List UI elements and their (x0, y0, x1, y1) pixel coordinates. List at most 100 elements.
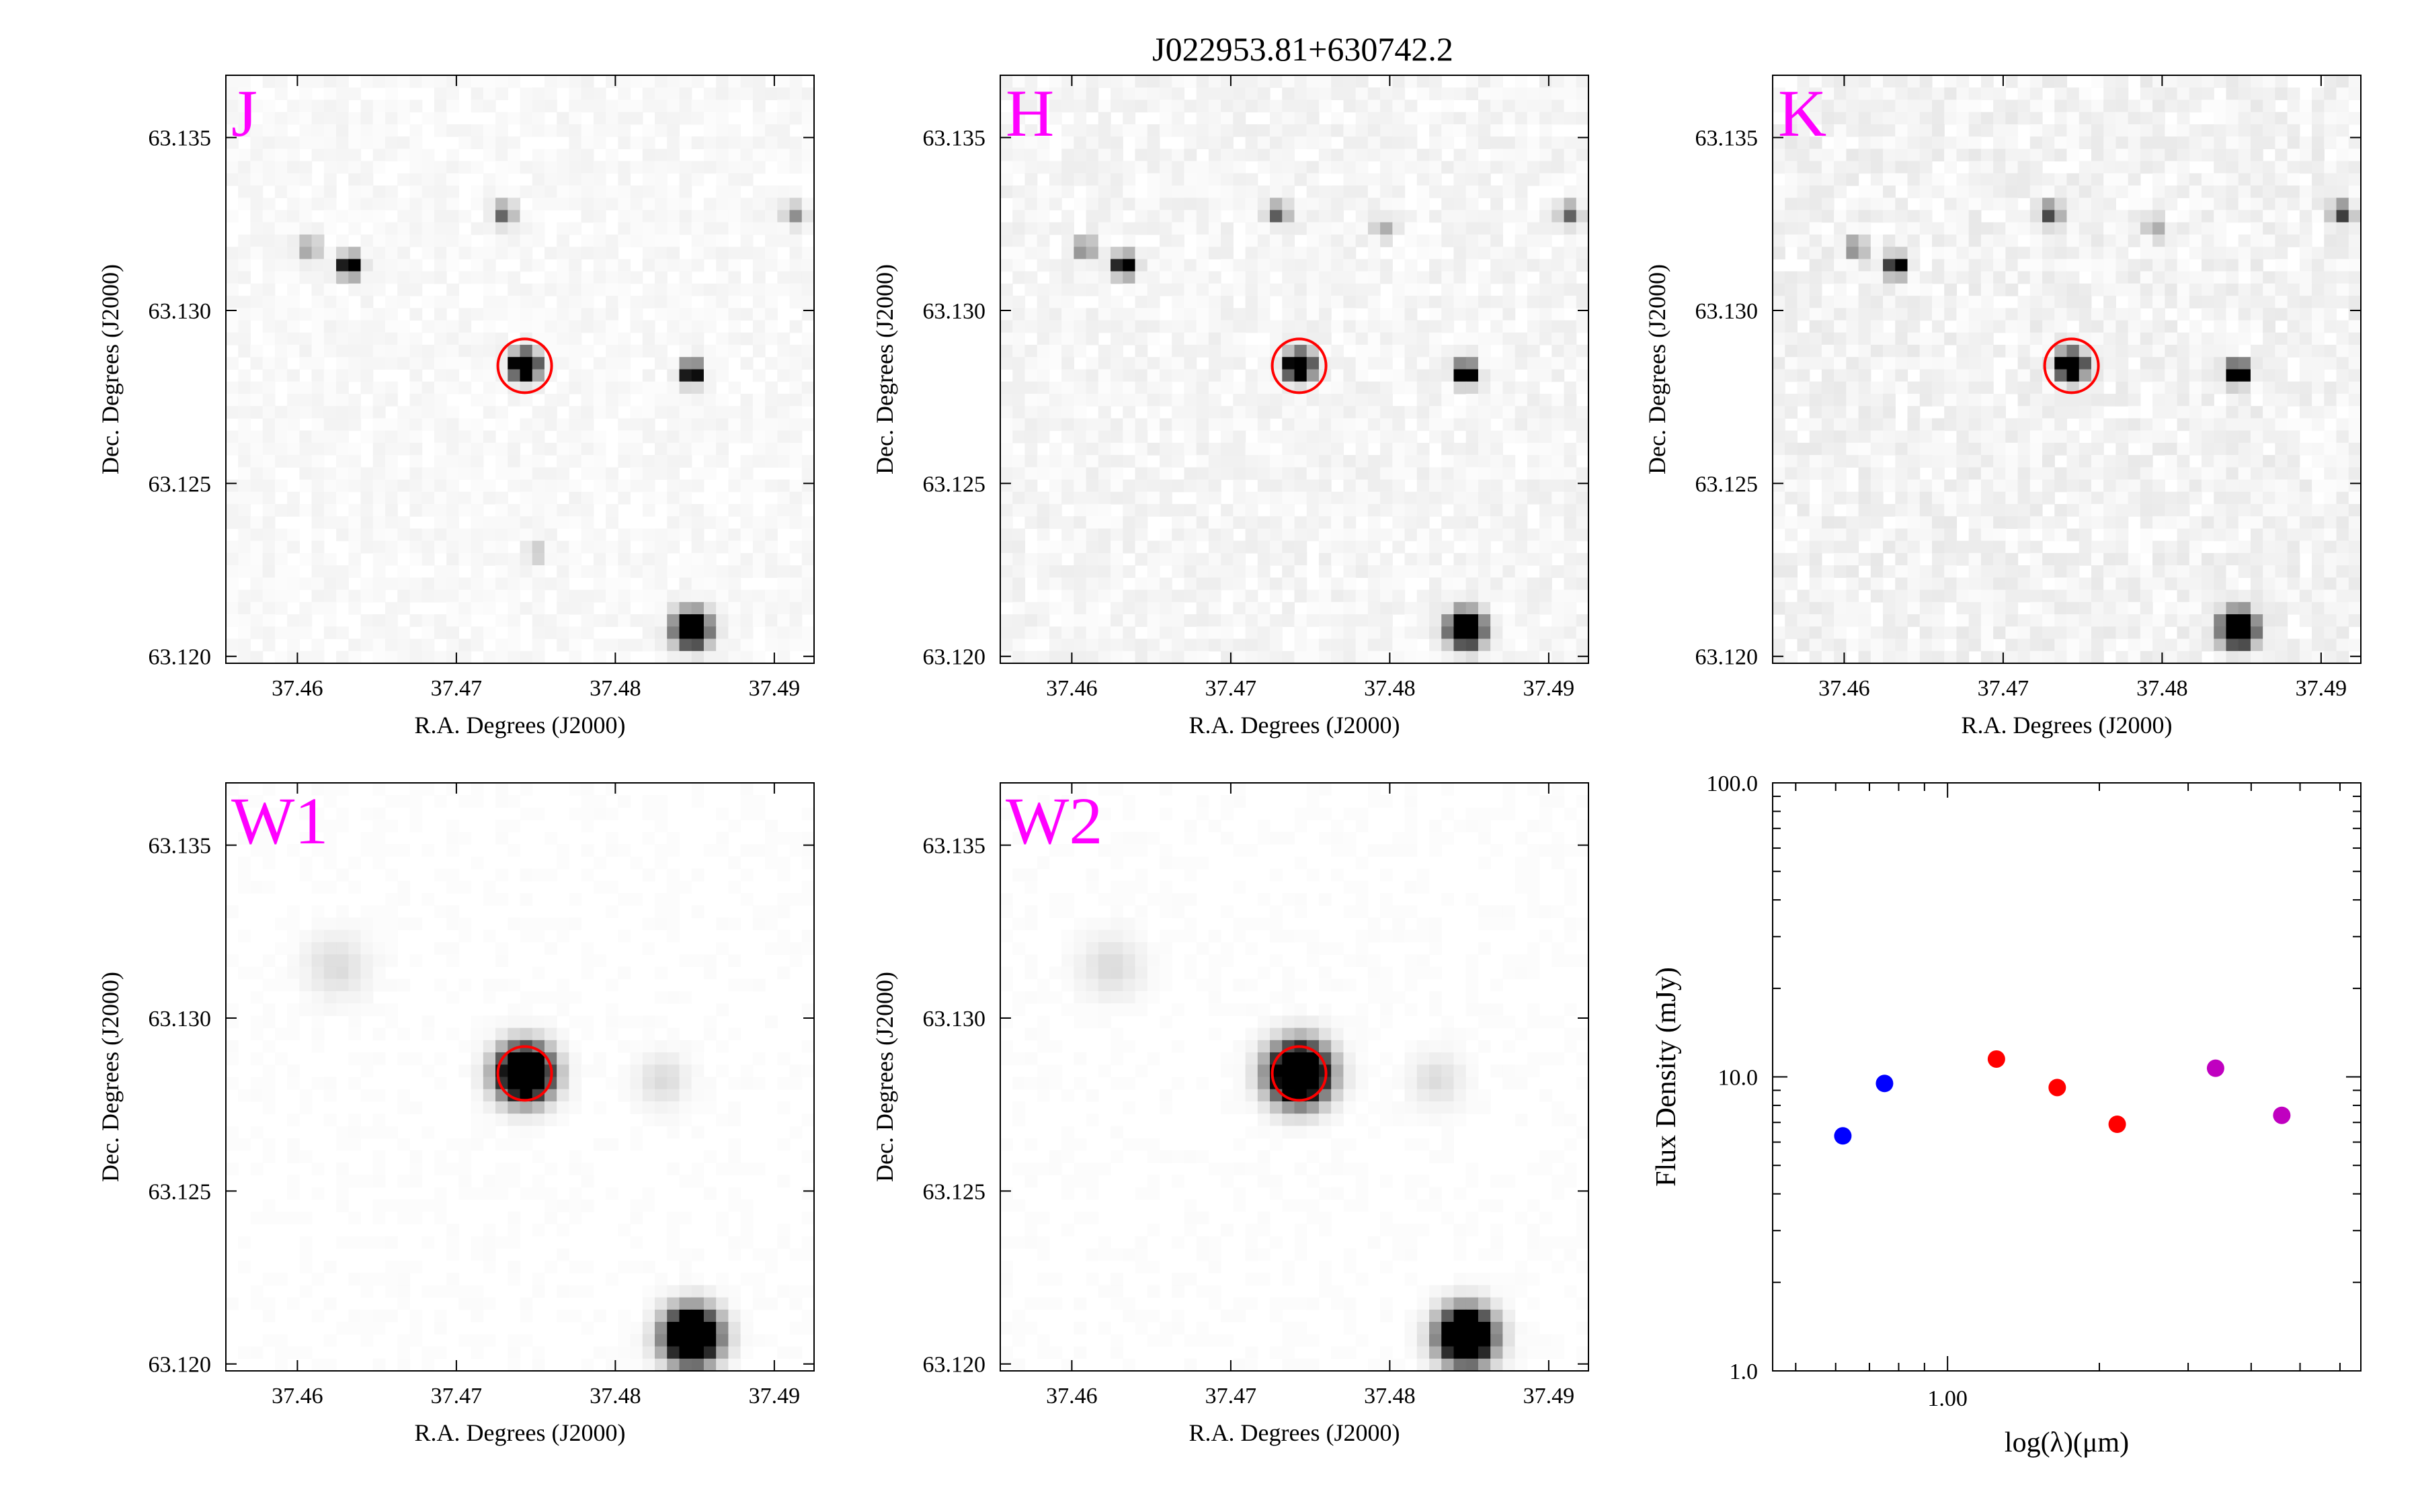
image-pixel (1196, 577, 1209, 591)
image-pixel (1074, 614, 1087, 627)
image-pixel (1576, 308, 1589, 321)
image-pixel (348, 161, 362, 174)
image-pixel (1429, 565, 1442, 578)
image-pixel (2091, 173, 2104, 186)
image-pixel (1931, 234, 1945, 247)
image-pixel (1172, 418, 1185, 431)
image-pixel (2140, 345, 2153, 358)
image-pixel (458, 247, 472, 260)
image-pixel (1834, 345, 1847, 358)
image-pixel (1576, 259, 1589, 272)
image-pixel (1502, 650, 1516, 664)
image-pixel (581, 124, 594, 137)
image-pixel (1147, 99, 1160, 113)
image-pixel (1576, 528, 1589, 542)
image-pixel (2238, 112, 2251, 125)
image-pixel (655, 467, 668, 480)
image-pixel (226, 75, 239, 88)
image-pixel (740, 357, 754, 370)
image-pixel (1012, 626, 1026, 640)
image-pixel (2177, 87, 2190, 101)
image-pixel (1196, 296, 1209, 308)
image-pixel (348, 650, 362, 664)
image-pixel (1257, 99, 1270, 113)
image-pixel (777, 516, 791, 530)
image-pixel (458, 638, 472, 652)
image-pixel (1515, 259, 1528, 272)
image-pixel (226, 650, 239, 664)
image-pixel (801, 455, 815, 468)
image-pixel (1257, 442, 1270, 456)
image-pixel (1270, 638, 1283, 652)
image-pixel (1049, 467, 1062, 480)
image-pixel (1270, 332, 1283, 345)
image-pixel (1196, 479, 1209, 493)
image-pixel (2152, 357, 2165, 370)
image-pixel (1858, 296, 1871, 308)
image-pixel (1576, 491, 1589, 505)
image-pixel (287, 149, 300, 162)
image-pixel (1355, 369, 1369, 382)
image-pixel (226, 271, 239, 284)
image-pixel (458, 124, 472, 137)
image-pixel (238, 565, 251, 578)
image-pixel (1257, 565, 1270, 578)
image-pixel (1343, 185, 1357, 198)
image-pixel (642, 552, 655, 566)
image-pixel (287, 369, 300, 382)
image-pixel (1380, 87, 1393, 101)
image-pixel (2287, 296, 2300, 308)
image-pixel (1221, 528, 1234, 542)
image-pixel (238, 479, 251, 493)
image-pixel (1074, 308, 1087, 321)
image-pixel (1576, 198, 1589, 211)
image-pixel (1318, 124, 1332, 137)
image-pixel (287, 442, 300, 456)
image-pixel (1208, 369, 1221, 382)
image-pixel (1318, 271, 1332, 284)
image-pixel (1074, 565, 1087, 578)
image-pixel (1834, 124, 1847, 137)
image-pixel (1184, 638, 1197, 652)
image-pixel (385, 381, 398, 394)
image-pixel (1564, 601, 1577, 615)
image-pixel (1270, 210, 1283, 223)
image-pixel (1919, 345, 1933, 358)
image-pixel (557, 577, 570, 591)
image-pixel (1098, 577, 1111, 591)
image-pixel (1147, 296, 1160, 308)
image-pixel (471, 626, 484, 640)
image-pixel (1196, 638, 1209, 652)
image-pixel (471, 357, 484, 370)
image-pixel (1074, 381, 1087, 394)
image-pixel (299, 345, 313, 358)
image-pixel (1441, 614, 1455, 627)
image-pixel (2165, 222, 2178, 235)
image-pixel (716, 455, 729, 468)
image-pixel (716, 271, 729, 284)
image-pixel (1037, 247, 1050, 260)
image-pixel (2066, 357, 2080, 370)
image-pixel (372, 259, 386, 272)
image-pixel (2214, 320, 2227, 333)
image-pixel (323, 577, 337, 591)
image-pixel (348, 442, 362, 456)
image-pixel (765, 455, 778, 468)
image-pixel (397, 565, 411, 578)
image-pixel (1061, 332, 1074, 345)
image-pixel (495, 234, 508, 247)
image-pixel (1024, 650, 1038, 664)
image-pixel (1306, 491, 1320, 505)
image-pixel (458, 528, 472, 542)
image-pixel (801, 87, 815, 101)
image-pixel (1049, 87, 1062, 101)
image-pixel (1086, 479, 1099, 493)
image-pixel (1429, 161, 1442, 174)
image-pixel (1123, 614, 1136, 627)
image-pixel (287, 626, 300, 640)
image-pixel (630, 320, 643, 333)
image-pixel (1465, 124, 1479, 137)
image-pixel (226, 565, 239, 578)
image-pixel (348, 87, 362, 101)
image-pixel (2275, 283, 2288, 296)
